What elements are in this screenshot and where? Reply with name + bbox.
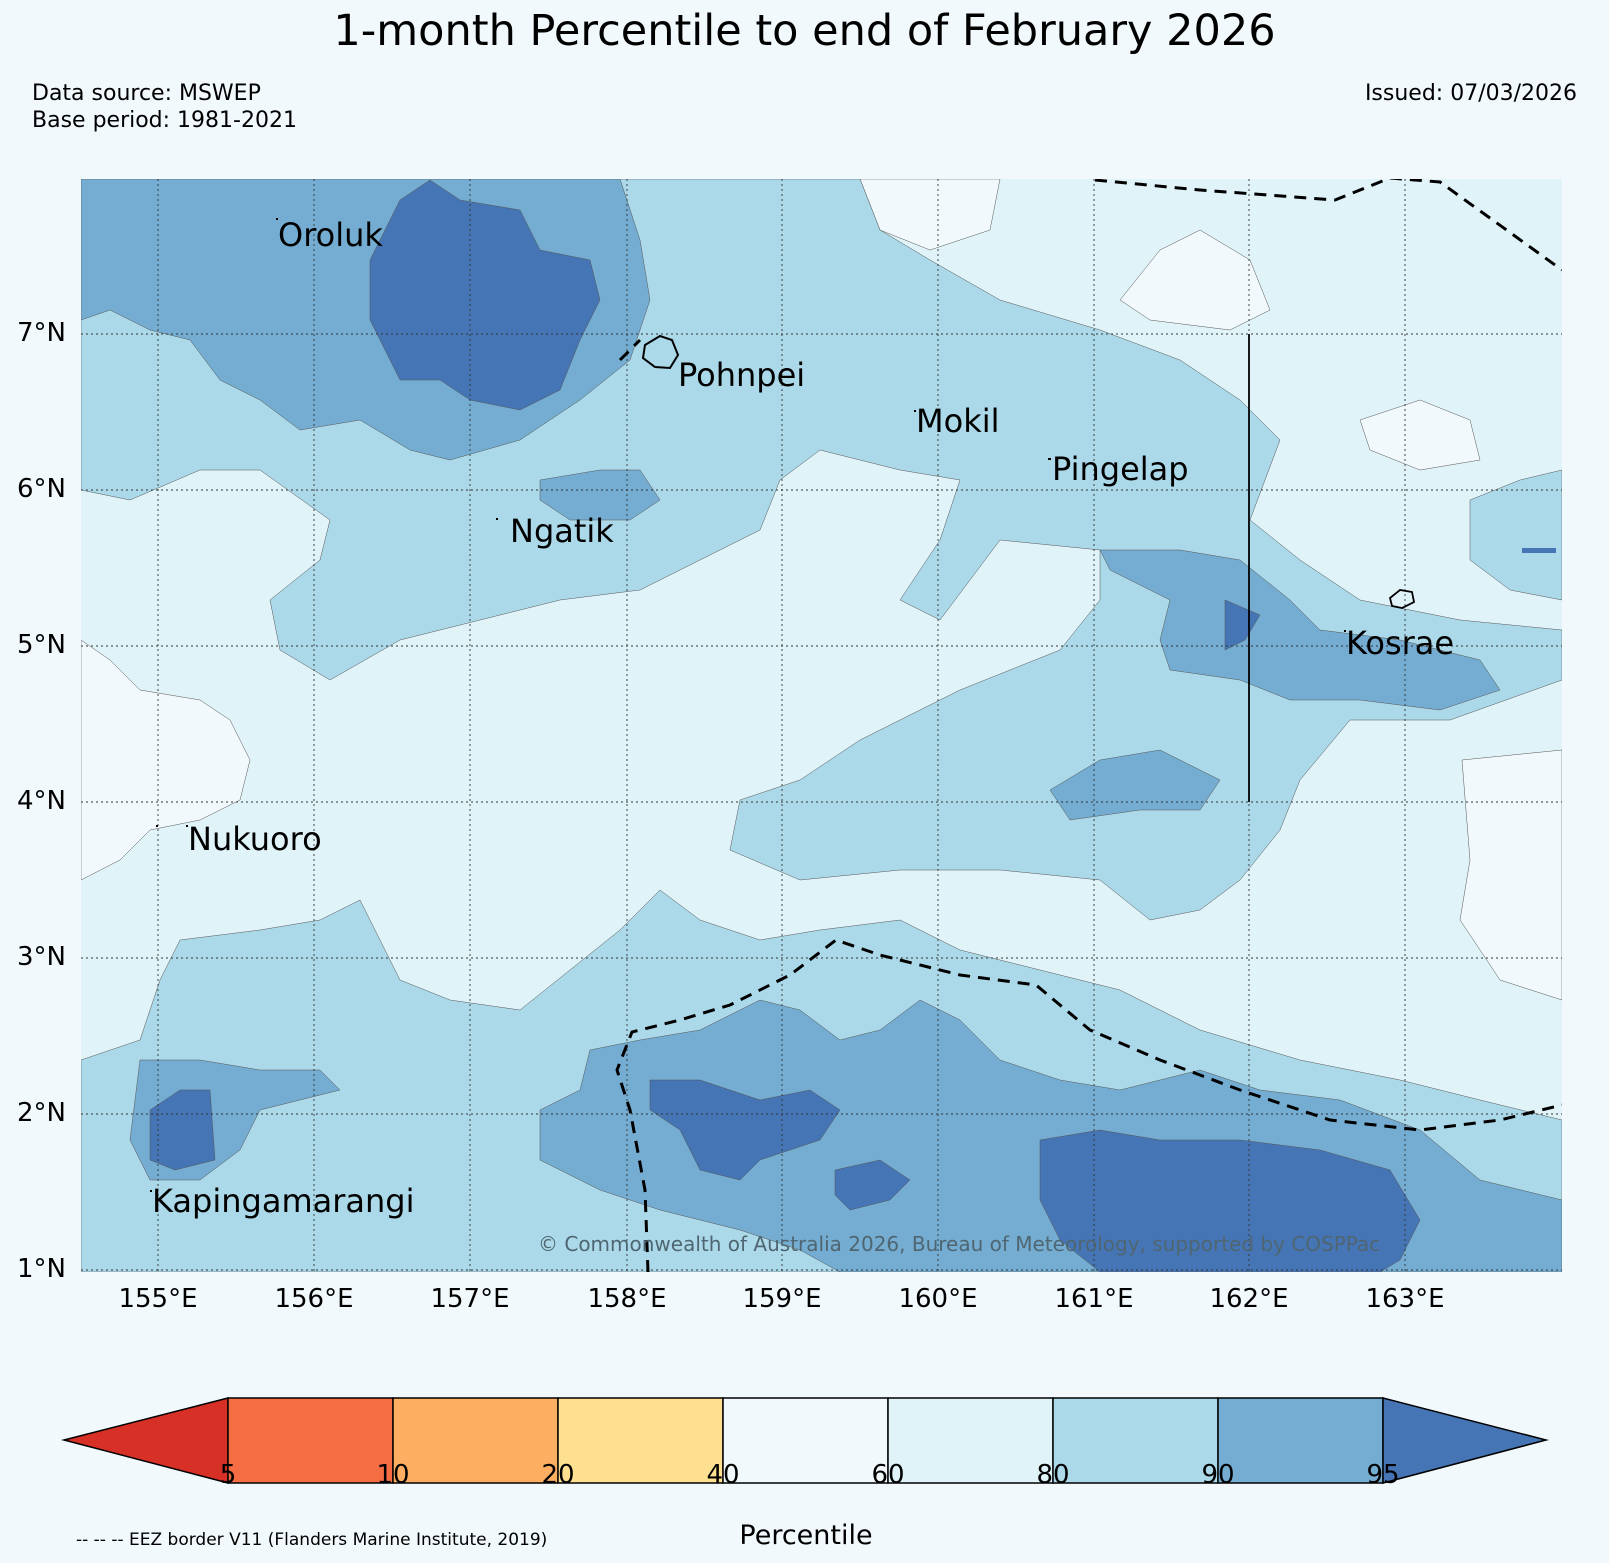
field-80-90-east	[1469, 469, 1562, 601]
lat-tick: 5°N	[17, 630, 66, 660]
field-90-95-kosrae	[1099, 549, 1501, 711]
field-90-95-4n	[1049, 749, 1221, 821]
lon-tick: 162°E	[1209, 1284, 1289, 1314]
lat-tick: 1°N	[17, 1254, 66, 1284]
lon-tick: 163°E	[1365, 1284, 1445, 1314]
pohnpei-island-outline	[641, 334, 680, 370]
place-label-kosrae: Kosrae	[1346, 624, 1455, 662]
colorbar-segment-10-20	[392, 1397, 559, 1484]
field-40-60-se	[1459, 749, 1562, 1001]
eez-legend-note: -- -- -- EEZ border V11 (Flanders Marine…	[76, 1530, 548, 1550]
field-95-east	[1522, 548, 1556, 553]
lon-tick: 156°E	[274, 1284, 354, 1314]
field-95-nw	[369, 179, 601, 411]
colorbar-tick: 10	[376, 1460, 410, 1490]
data-source-label: Data source: MSWEP	[32, 81, 261, 106]
colorbar	[61, 1397, 1549, 1484]
colorbar-tick: 40	[706, 1460, 740, 1490]
base-period-label: Base period: 1981-2021	[32, 108, 297, 133]
colorbar-tick: 20	[541, 1460, 575, 1490]
place-label-pohnpei: Pohnpei	[678, 356, 806, 394]
percentile-field	[81, 179, 1562, 1272]
colorbar-tick: 95	[1366, 1460, 1400, 1490]
lat-tick: 4°N	[17, 786, 66, 816]
field-40-60-east	[1359, 399, 1481, 471]
colorbar-segment-80-90	[1052, 1397, 1219, 1484]
place-label-nukuoro: Nukuoro	[188, 820, 322, 858]
lat-tick: 7°N	[17, 318, 66, 348]
eez-border	[615, 179, 1562, 1272]
colorbar-tick: 80	[1036, 1460, 1070, 1490]
lat-tick: 3°N	[17, 942, 66, 972]
field-95-south-c	[834, 1159, 911, 1211]
place-label-ngatik: Ngatik	[510, 512, 614, 550]
map-title: 1-month Percentile to end of February 20…	[333, 6, 1276, 56]
lon-tick: 159°E	[742, 1284, 822, 1314]
field-40-60-ne	[1119, 229, 1271, 331]
lon-tick: 160°E	[898, 1284, 978, 1314]
field-40-60-west	[81, 639, 251, 881]
lon-tick: 157°E	[430, 1284, 510, 1314]
lat-tick: 2°N	[17, 1098, 66, 1128]
gridlines	[81, 179, 1562, 1272]
place-label-oroluk: Oroluk	[278, 216, 383, 254]
kosrae-island-outline	[1388, 589, 1416, 609]
place-label-pingelap: Pingelap	[1052, 450, 1189, 488]
copyright-notice: © Commonwealth of Australia 2026, Bureau…	[538, 1232, 1381, 1256]
field-90-95-mid	[539, 469, 661, 521]
lon-tick: 161°E	[1054, 1284, 1134, 1314]
lat-tick: 6°N	[17, 474, 66, 504]
lon-tick: 155°E	[118, 1284, 198, 1314]
field-95-south-a	[649, 1079, 841, 1181]
field-95-sw	[149, 1089, 216, 1171]
island-markers	[150, 218, 1346, 1192]
colorbar-segment-20-40	[557, 1397, 724, 1484]
place-label-kapingamarangi: Kapingamarangi	[152, 1182, 415, 1220]
issued-date-label: Issued: 07/03/2026	[1364, 81, 1577, 106]
field-95-south-b	[1039, 1129, 1421, 1272]
place-label-mokil: Mokil	[916, 402, 1000, 440]
colorbar-segment-above-95	[1382, 1397, 1549, 1484]
colorbar-tick: 5	[219, 1460, 237, 1490]
colorbar-tick: 90	[1201, 1460, 1235, 1490]
lon-tick: 158°E	[587, 1284, 667, 1314]
colorbar-label: Percentile	[739, 1520, 873, 1551]
colorbar-tick: 60	[871, 1460, 905, 1490]
